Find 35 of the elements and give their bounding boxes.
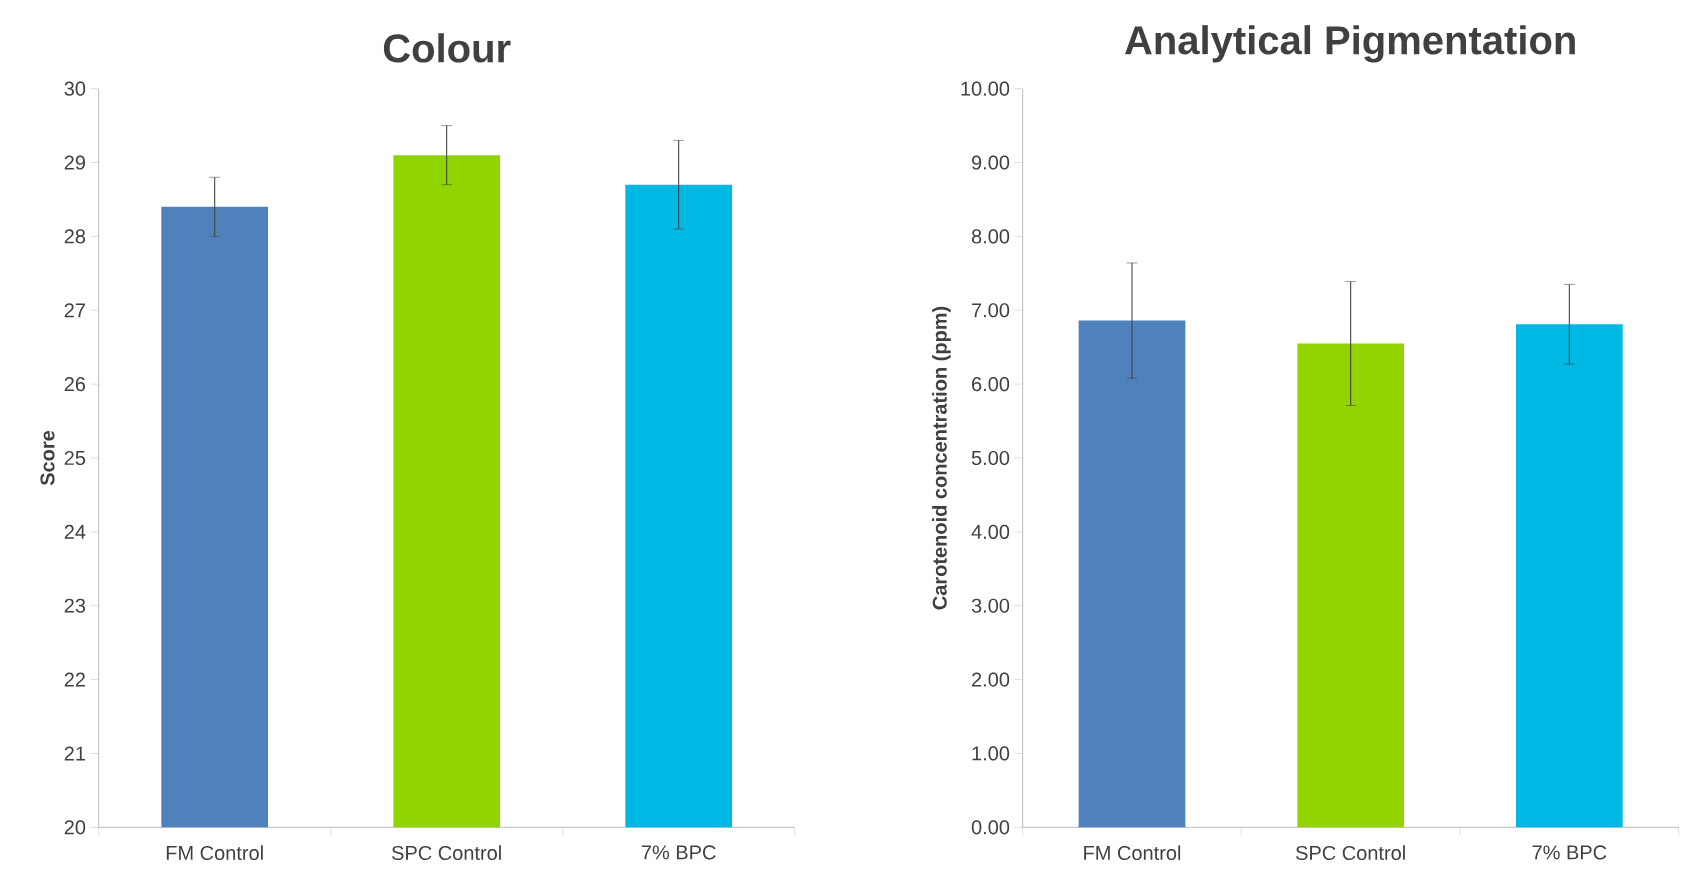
x-tick-label: SPC Control <box>392 845 501 861</box>
y-tick-label: 0.00 <box>971 820 1010 835</box>
y-axis-title: Score <box>40 430 55 486</box>
y-tick-label: 8.00 <box>971 229 1010 244</box>
y-tick-label: 4.00 <box>971 524 1010 539</box>
y-tick-label: 2.00 <box>972 672 1010 687</box>
y-tick-label: 28 <box>64 229 86 244</box>
y-tick-label: 1.00 <box>972 746 1010 761</box>
x-tick-label: 7% BPC <box>1532 845 1607 860</box>
y-tick-label: 21 <box>64 746 85 761</box>
bar <box>1516 324 1623 828</box>
y-tick-label: 26 <box>64 377 86 392</box>
chart-title: Analytical Pigmentation <box>1124 25 1575 63</box>
y-tick-label: 23 <box>64 598 86 613</box>
y-tick-label: 30 <box>64 81 86 96</box>
y-axis-title: Carotenoid concentration (ppm) <box>932 306 951 610</box>
x-tick-label: 7% BPC <box>641 845 716 860</box>
bar <box>1078 320 1186 828</box>
y-tick-label: 5.00 <box>971 450 1010 466</box>
bar <box>1297 343 1405 828</box>
chart-title: Colour <box>383 33 511 63</box>
x-tick-label: SPC Control <box>1295 845 1405 861</box>
y-tick-label: 10.00 <box>961 81 1010 96</box>
y-tick-label: 29 <box>64 155 85 170</box>
y-tick-label: 7.00 <box>972 303 1010 318</box>
y-tick-label: 24 <box>64 524 86 539</box>
y-tick-label: 27 <box>64 303 85 318</box>
y-tick-label: 3.00 <box>971 598 1010 613</box>
x-tick-label: FM Control <box>1084 845 1181 861</box>
y-tick-label: 25 <box>64 450 86 466</box>
x-tick-label: FM Control <box>166 845 263 861</box>
y-tick-label: 22 <box>64 672 85 687</box>
y-tick-label: 9.00 <box>971 155 1010 170</box>
y-tick-label: 6.00 <box>972 377 1010 392</box>
y-tick-label: 20 <box>64 820 86 835</box>
